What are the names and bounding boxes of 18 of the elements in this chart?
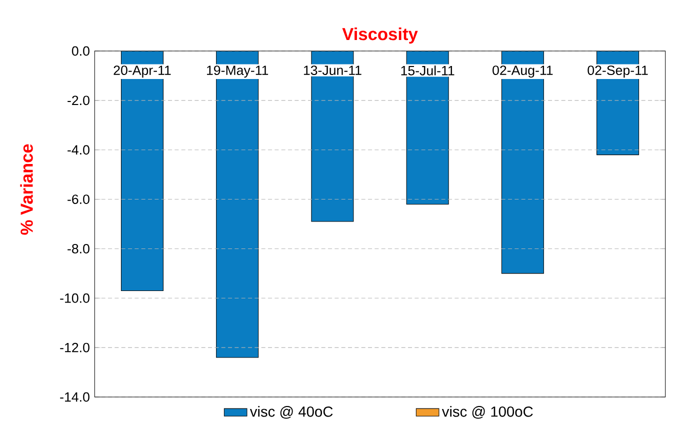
y-tick-label: 0.0 <box>72 46 90 56</box>
y-tick-label: -10.0 <box>60 293 90 303</box>
legend-label: visc @ 100oC <box>442 406 533 419</box>
y-tick-label: -14.0 <box>60 392 90 402</box>
chart-title: Viscosity <box>342 27 418 44</box>
x-tick-label: 20-Apr-11 <box>114 66 171 78</box>
y-axis-title: % Variance <box>20 144 33 235</box>
y-tick-label: -12.0 <box>60 342 90 352</box>
y-tick-label: -8.0 <box>68 244 90 254</box>
x-tick-label: 19-May-11 <box>206 66 268 78</box>
x-tick-label: 15-Jul-11 <box>401 66 454 76</box>
y-tick-label: -6.0 <box>68 194 90 204</box>
x-tick-label: 02-Aug-11 <box>492 66 553 78</box>
y-tick-label: -2.0 <box>68 96 90 106</box>
x-tick-label: 02-Sep-11 <box>588 66 648 78</box>
x-tick-label: 13-Jun-11 <box>304 66 362 76</box>
y-tick-label: -4.0 <box>68 145 90 155</box>
legend-label: visc @ 40oC <box>250 406 333 419</box>
